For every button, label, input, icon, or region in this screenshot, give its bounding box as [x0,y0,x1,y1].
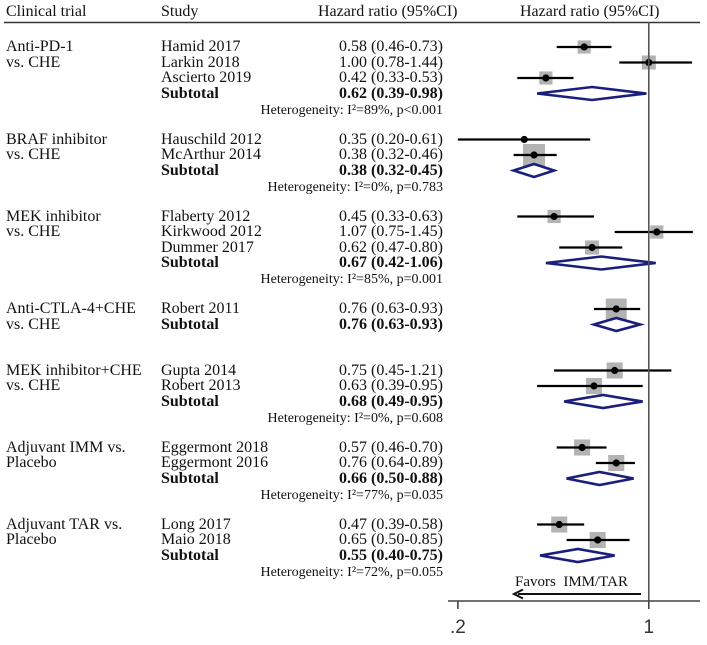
x-tick-label: .2 [449,617,466,638]
study-name: Eggermont 2018 [161,438,269,456]
plot-marks [457,40,693,564]
study-hazard-ratio: 0.75 (0.45-1.21) [339,361,443,379]
favors-annotation: Favors IMM/TAR [515,574,628,590]
heterogeneity-stat: Heterogeneity: I²=72%, p=0.055 [260,564,444,580]
study-hazard-ratio: 0.57 (0.46-0.70) [339,438,443,456]
trial-label: vs. CHE [6,315,61,333]
study-hazard-ratio: 0.42 (0.33-0.53) [339,69,443,86]
study-hazard-ratio: 0.35 (0.20-0.61) [339,130,443,148]
study-name: Hamid 2017 [161,38,241,55]
point-estimate-marker [612,459,620,467]
point-estimate-marker [590,382,598,390]
study-name: Robert 2011 [161,300,240,317]
subtotal-hazard-ratio: 0.66 (0.50-0.88) [339,469,443,487]
trial-label: Adjuvant TAR vs. [6,515,123,533]
study-name: Long 2017 [161,515,231,533]
study-hazard-ratio: 0.65 (0.50-0.85) [339,531,443,548]
pooled-estimate-diamond [589,316,646,333]
study-name: Hauschild 2012 [161,130,262,148]
study-hazard-ratio: 0.76 (0.64-0.89) [339,454,443,471]
study-name: McArthur 2014 [161,146,261,163]
trial-label: vs. CHE [6,377,61,394]
heterogeneity-stat: Heterogeneity: I²=77%, p=0.035 [260,487,444,503]
trial-label: MEK inhibitor+CHE [6,361,142,379]
subtotal-hazard-ratio: 0.55 (0.40-0.75) [339,546,443,564]
arrow-left-icon [511,588,524,600]
study-hazard-ratio: 0.45 (0.33-0.63) [339,207,443,225]
study-name: Robert 2013 [161,377,241,394]
point-estimate-marker [611,366,619,375]
point-estimate-marker [555,520,563,529]
trial-label: vs. CHE [6,53,61,71]
study-name: Kirkwood 2012 [161,223,262,240]
study-name: Dummer 2017 [161,238,254,256]
study-hazard-ratio: 1.07 (0.75-1.45) [339,223,443,240]
x-tick-label: 1 [643,617,655,638]
pooled-estimate-diamond [539,547,615,564]
study-hazard-ratio: 1.00 (0.78-1.44) [339,53,443,71]
point-estimate-marker [578,443,586,452]
heterogeneity-stat: Heterogeneity: I²=0%, p=0.608 [267,410,444,426]
header-clinical-trial: Clinical trial [6,3,87,20]
subtotal-label: Subtotal [161,254,219,271]
pooled-estimate-diamond [545,255,656,271]
study-hazard-ratio: 0.62 (0.47-0.80) [339,238,443,256]
trial-label: Placebo [6,454,57,471]
trial-label: BRAF inhibitor [6,130,107,148]
x-axis-ticks [457,601,650,609]
study-name: Flaberty 2012 [161,207,251,225]
point-estimate-marker [542,74,550,82]
heterogeneity-stat: Heterogeneity: I²=85%, p=0.001 [260,272,444,287]
pooled-estimate-diamond [563,393,643,410]
trial-label: Anti-CTLA-4+CHE [6,300,136,317]
pooled-estimate-diamond [536,85,647,102]
study-hazard-ratio: 0.47 (0.39-0.58) [339,515,443,533]
header-study: Study [161,3,199,20]
subtotal-hazard-ratio: 0.76 (0.63-0.93) [339,315,443,333]
study-name: Ascierto 2019 [161,69,252,86]
study-name: Maio 2018 [161,531,231,548]
trial-label: MEK inhibitor [6,207,101,225]
point-estimate-marker [588,243,596,252]
subtotal-hazard-ratio: 0.38 (0.32-0.45) [339,161,443,179]
point-estimate-marker [594,536,602,544]
header-hazard-ratio-plot: Hazard ratio (95%CI) [520,3,660,20]
pooled-estimate-diamond [509,162,559,179]
point-estimate-marker [530,151,538,159]
header-hazard-ratio-text: Hazard ratio (95%CI) [318,3,458,20]
study-hazard-ratio: 0.63 (0.39-0.95) [339,377,443,394]
study-hazard-ratio: 0.38 (0.32-0.46) [339,146,443,163]
subtotal-hazard-ratio: 0.62 (0.39-0.98) [339,84,443,102]
subtotal-label: Subtotal [161,392,219,410]
trial-label: vs. CHE [6,146,61,163]
point-estimate-marker [653,228,661,236]
study-hazard-ratio: 0.58 (0.46-0.73) [339,38,443,55]
study-hazard-ratio: 0.76 (0.63-0.93) [339,300,443,317]
subtotal-label: Subtotal [161,315,219,333]
subtotal-label: Subtotal [161,84,219,102]
study-name: Eggermont 2016 [161,454,269,471]
trial-label: vs. CHE [6,223,61,240]
study-name: Larkin 2018 [161,53,240,71]
heterogeneity-stat: Heterogeneity: I²=0%, p=0.783 [267,179,444,195]
subtotal-label: Subtotal [161,469,219,487]
point-estimate-marker [550,212,558,221]
heterogeneity-stat: Heterogeneity: I²=89%, p<0.001 [260,102,444,118]
study-name: Gupta 2014 [161,361,237,379]
favors-arrow [511,588,641,600]
point-estimate-marker [520,135,528,144]
point-estimate-marker [580,43,588,51]
trial-label: Adjuvant IMM vs. [6,438,126,456]
subtotal-label: Subtotal [161,161,219,179]
subtotal-hazard-ratio: 0.68 (0.49-0.95) [339,392,443,410]
pooled-estimate-diamond [566,470,634,487]
trial-label: Placebo [6,531,57,548]
subtotal-label: Subtotal [161,546,219,564]
subtotal-hazard-ratio: 0.67 (0.42-1.06) [339,254,443,271]
point-estimate-marker [612,305,620,313]
trial-label: Anti-PD-1 [6,38,74,55]
